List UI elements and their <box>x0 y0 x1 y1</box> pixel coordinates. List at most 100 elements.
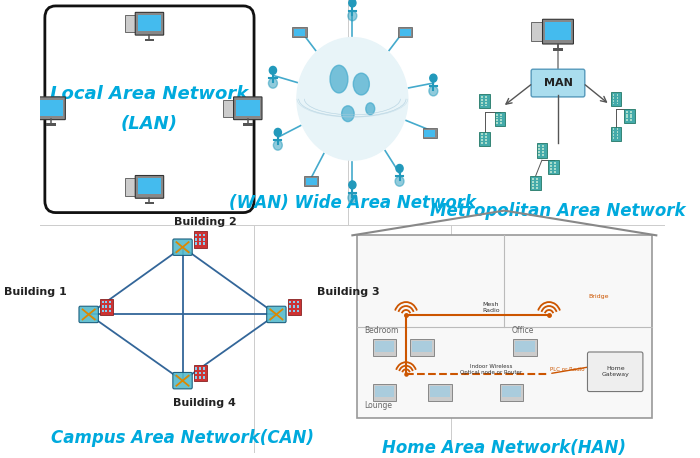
Circle shape <box>269 78 277 88</box>
Bar <box>617 103 618 104</box>
Bar <box>485 142 487 144</box>
Bar <box>144 202 155 204</box>
Bar <box>374 386 394 398</box>
Bar <box>289 305 291 308</box>
Bar <box>485 136 487 138</box>
Bar <box>485 104 487 106</box>
FancyBboxPatch shape <box>267 306 286 322</box>
FancyBboxPatch shape <box>173 239 193 256</box>
Bar <box>611 92 622 106</box>
Bar <box>626 116 628 119</box>
Bar <box>199 234 201 236</box>
Bar <box>626 111 628 113</box>
Bar <box>293 27 307 37</box>
Bar <box>100 299 113 315</box>
Bar <box>125 178 134 196</box>
Bar <box>398 27 412 37</box>
Bar <box>102 310 104 312</box>
Bar <box>612 100 615 102</box>
Text: Home Area Network(HAN): Home Area Network(HAN) <box>382 439 626 457</box>
FancyBboxPatch shape <box>173 372 193 389</box>
Bar <box>611 126 622 141</box>
Bar <box>105 301 107 303</box>
Bar <box>630 111 632 113</box>
Bar <box>496 120 498 121</box>
Bar <box>485 99 487 101</box>
Bar <box>612 131 615 133</box>
Text: Home
Gateway: Home Gateway <box>601 366 629 377</box>
Bar <box>109 301 111 303</box>
Bar <box>500 122 502 124</box>
Bar <box>542 154 544 156</box>
Circle shape <box>274 128 281 136</box>
Text: Mesh
Radio: Mesh Radio <box>482 302 500 313</box>
Bar <box>481 104 483 106</box>
Bar <box>536 186 538 189</box>
Bar <box>617 137 618 139</box>
Bar <box>199 371 201 374</box>
Circle shape <box>396 164 403 172</box>
Bar <box>612 97 615 99</box>
Bar <box>536 184 538 185</box>
Text: Bedroom: Bedroom <box>364 326 398 335</box>
Bar <box>612 134 615 136</box>
Bar <box>480 131 490 146</box>
Bar <box>297 301 299 303</box>
Bar <box>293 310 295 312</box>
Bar <box>538 151 540 153</box>
Text: (LAN): (LAN) <box>121 115 178 133</box>
Circle shape <box>429 86 438 96</box>
Bar <box>612 137 615 139</box>
Bar <box>532 181 534 183</box>
Bar <box>293 305 295 308</box>
Bar <box>288 299 301 315</box>
Bar <box>481 99 483 101</box>
Bar <box>515 341 535 353</box>
Bar <box>542 148 544 150</box>
Bar <box>617 131 618 133</box>
Bar <box>532 184 534 185</box>
Bar <box>144 39 155 41</box>
Bar <box>481 142 483 144</box>
Circle shape <box>349 181 356 189</box>
Bar <box>481 96 483 98</box>
Bar <box>617 97 618 99</box>
Bar <box>289 310 291 312</box>
Bar <box>630 116 632 119</box>
Bar <box>496 114 498 115</box>
Text: Lounge: Lounge <box>364 401 392 410</box>
FancyBboxPatch shape <box>79 306 99 322</box>
Bar <box>306 178 316 185</box>
Bar <box>102 301 104 303</box>
Bar <box>481 139 483 141</box>
Bar <box>612 103 615 104</box>
Bar <box>538 148 540 150</box>
Bar <box>537 143 547 158</box>
Bar <box>195 371 197 374</box>
Bar <box>105 310 107 312</box>
Text: Local Area Network: Local Area Network <box>50 86 248 104</box>
Bar <box>203 367 205 370</box>
FancyBboxPatch shape <box>37 97 65 120</box>
Bar <box>550 165 552 167</box>
Bar <box>203 238 205 240</box>
Bar <box>203 376 205 379</box>
Text: Indoor Wireless
Optical node or Router: Indoor Wireless Optical node or Router <box>460 364 522 375</box>
Bar <box>500 384 523 401</box>
Bar <box>297 310 299 312</box>
Bar <box>195 242 197 245</box>
Bar <box>485 133 487 136</box>
Bar <box>626 120 628 121</box>
Text: Bridge: Bridge <box>588 294 608 299</box>
Text: Office: Office <box>512 326 534 335</box>
FancyBboxPatch shape <box>587 352 643 392</box>
Bar <box>554 171 556 173</box>
Bar <box>612 94 615 96</box>
Bar <box>538 145 540 147</box>
Text: Campus Area Network(CAN): Campus Area Network(CAN) <box>51 429 314 447</box>
Bar <box>194 231 207 248</box>
Bar <box>203 234 205 236</box>
Bar <box>27 99 36 117</box>
Bar <box>412 341 432 353</box>
Circle shape <box>430 74 437 82</box>
